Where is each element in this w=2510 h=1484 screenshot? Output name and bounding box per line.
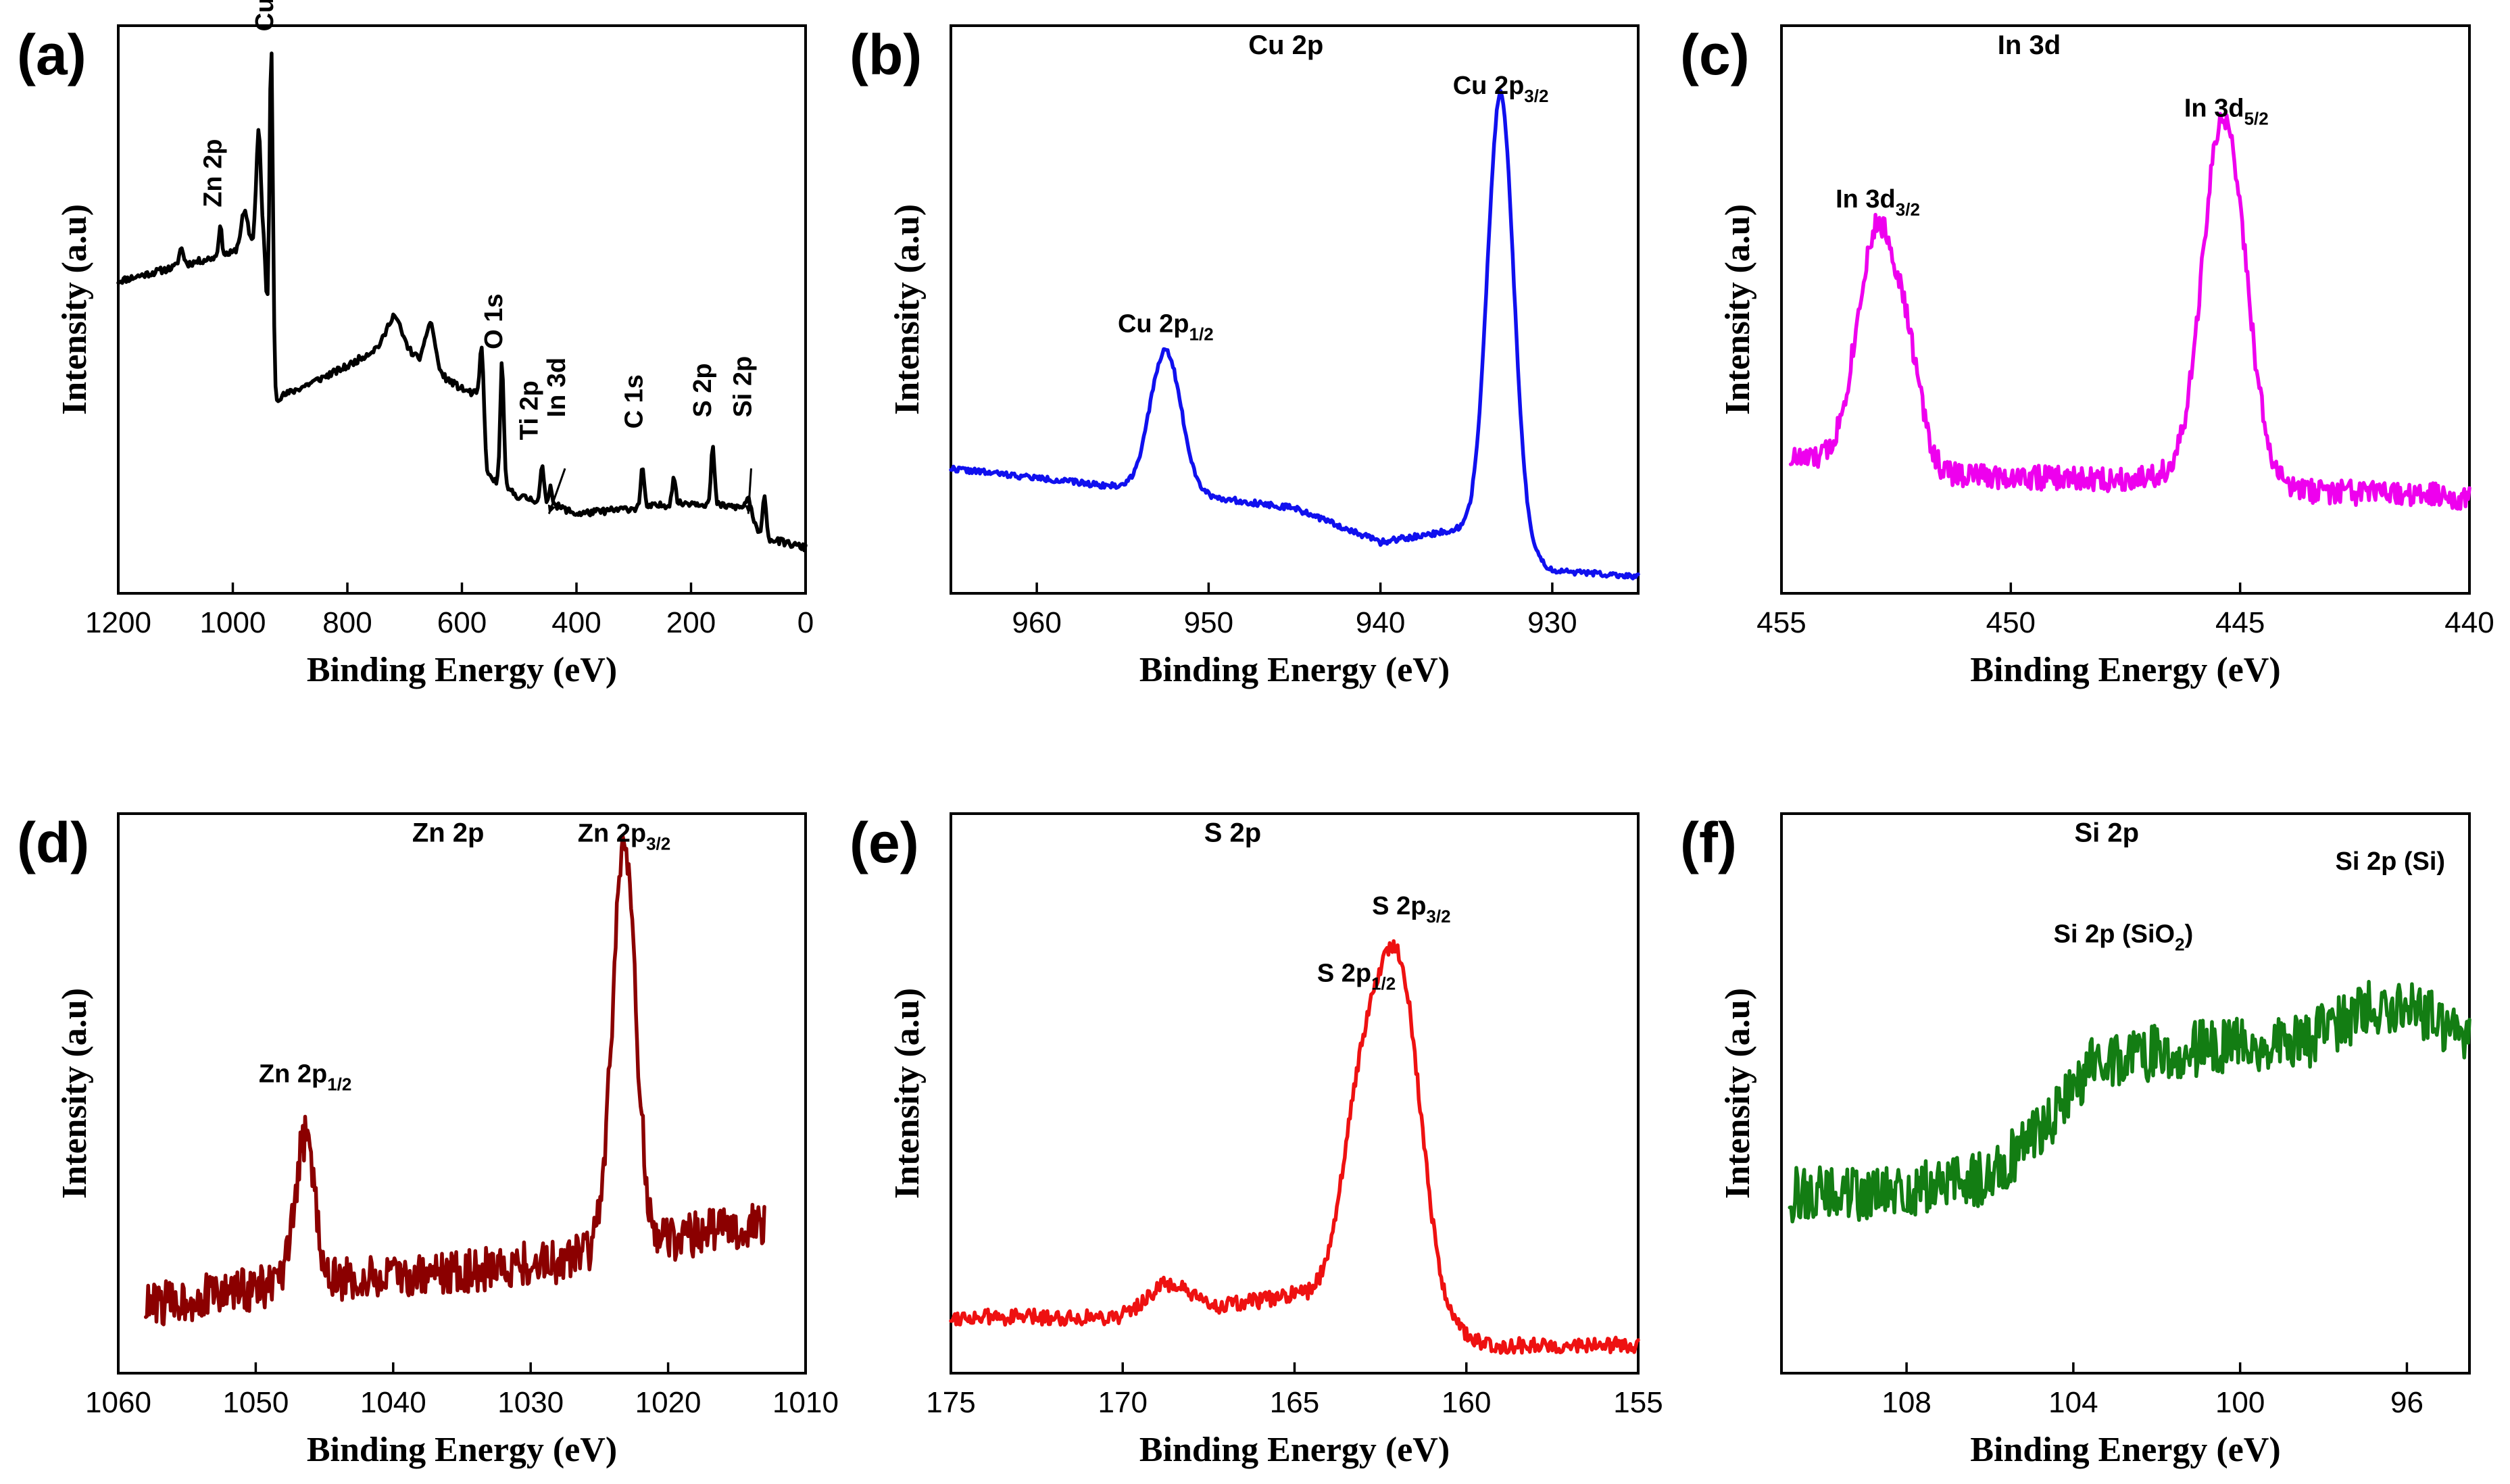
- x-tick-label: 165: [1270, 1386, 1319, 1419]
- y-axis-label: Intensity (a.u): [55, 204, 94, 415]
- plot-frame: [1780, 812, 2471, 1375]
- x-axis-label: Binding Energy (eV): [1139, 651, 1450, 689]
- x-tick-label: 450: [1986, 606, 2036, 639]
- panel-title: Si 2p: [2074, 818, 2139, 847]
- peak-label: In 3d3/2: [1836, 185, 1920, 220]
- x-axis-label: Binding Energy (eV): [1139, 1431, 1450, 1469]
- x-tick-label: 1020: [635, 1386, 702, 1419]
- spectrum-line: [143, 834, 766, 1327]
- spectrum-line: [1788, 112, 2471, 511]
- peak-label: Si 2p (Si): [2335, 847, 2445, 876]
- peak-label: Zn 2p3/2: [578, 819, 670, 854]
- x-tick-label: 160: [1442, 1386, 1491, 1419]
- plot-frame: [1780, 24, 2471, 595]
- peak-label: Zn 2p1/2: [259, 1060, 351, 1094]
- x-tick-label: 950: [1184, 606, 1233, 639]
- x-tick-label: 1200: [85, 606, 151, 639]
- x-tick-label: 930: [1527, 606, 1577, 639]
- y-axis-label: Intensity (a.u): [888, 204, 927, 415]
- x-tick-label: 800: [322, 606, 372, 639]
- plot-frame: [117, 24, 807, 595]
- peak-label: In 3d: [543, 357, 571, 418]
- panel-f: (f) 108 104 100 96 Binding Energy (eV) Intensi…: [1680, 811, 2471, 1469]
- x-tick-label: 108: [1881, 1386, 1931, 1419]
- x-tick-label: 175: [926, 1386, 975, 1419]
- panel-label: (a): [17, 23, 87, 86]
- x-tick-label: 100: [2215, 1386, 2265, 1419]
- plot-frame: [117, 812, 807, 1375]
- peak-label: Si 2p: [729, 356, 757, 418]
- x-tick-label: 1010: [772, 1386, 839, 1419]
- panel-b: (b) 960 950 940 930 Binding Energy (eV) Intens…: [850, 23, 1640, 689]
- arrow-head: [744, 505, 754, 514]
- x-axis-label: Binding Energy (eV): [1970, 1431, 2280, 1469]
- panel-c: (c) 455 450 445 440 Binding Energy (eV) Intens…: [1680, 23, 2494, 689]
- panel-label: (b): [850, 23, 922, 86]
- peak-label: Si 2p (SiO2): [2054, 920, 2194, 954]
- peak-label: S 2p: [689, 363, 717, 417]
- x-tick-label: 200: [666, 606, 716, 639]
- arrow-head: [547, 504, 556, 514]
- panel-title: In 3d: [1998, 30, 2061, 60]
- panel-label: (e): [850, 811, 919, 874]
- peak-label: In 3d5/2: [2184, 94, 2269, 128]
- peak-label: Cu 2p3/2: [1453, 72, 1549, 106]
- spectrum-line: [116, 51, 808, 553]
- x-tick-label: 1050: [222, 1386, 289, 1419]
- x-tick-label: 455: [1756, 606, 1806, 639]
- x-tick-label: 1000: [200, 606, 266, 639]
- x-tick-label: 0: [797, 606, 814, 639]
- panel-e: (e) 175 170 165 160 155 Binding Energy (eV) Int…: [850, 811, 1663, 1469]
- x-tick-label: 96: [2390, 1386, 2423, 1419]
- x-tick-label: 445: [2215, 606, 2265, 639]
- peak-label: S 2p3/2: [1372, 892, 1450, 926]
- x-tick-label: 1030: [497, 1386, 564, 1419]
- panel-label: (d): [17, 811, 89, 874]
- x-axis-label: Binding Energy (eV): [1970, 651, 2280, 689]
- panel-title: Cu 2p: [1248, 30, 1323, 60]
- panel-a: (a) 1200 1000 800 600 400 200 0 Binding Energy (…: [17, 0, 814, 689]
- panel-title: Zn 2p: [412, 818, 485, 847]
- panel-d: (d) 1060 1050 1040 1030 1020 1010 Binding Energ…: [17, 811, 839, 1469]
- plot-frame: [950, 24, 1640, 595]
- x-tick-label: 940: [1356, 606, 1405, 639]
- y-axis-label: Intensity (a.u): [1719, 204, 1757, 415]
- peak-label: O 1s: [480, 293, 508, 349]
- y-axis-label: Intensity (a.u): [888, 988, 927, 1199]
- x-axis-label: Binding Energy (eV): [307, 1431, 617, 1469]
- y-axis-label: Intensity (a.u): [1719, 988, 1757, 1199]
- x-tick-label: 400: [551, 606, 601, 639]
- peak-label: Cu 2p1/2: [1118, 310, 1214, 345]
- peak-label: Zn 2p: [199, 139, 228, 207]
- spectrum-line: [949, 939, 1640, 1355]
- peak-label: S 2p1/2: [1317, 959, 1396, 993]
- spectrum-line: [949, 89, 1640, 580]
- y-axis-label: Intensity (a.u): [55, 988, 94, 1199]
- spectrum-line: [1788, 980, 2471, 1224]
- panel-label: (c): [1680, 23, 1750, 86]
- x-tick-label: 170: [1098, 1386, 1148, 1419]
- x-tick-label: 600: [437, 606, 487, 639]
- panel-title: S 2p: [1204, 818, 1261, 847]
- x-tick-label: 104: [2048, 1386, 2098, 1419]
- peak-label: Ti 2p: [515, 380, 543, 440]
- x-tick-label: 1040: [360, 1386, 426, 1419]
- panel-label: (f): [1680, 811, 1737, 874]
- x-tick-label: 440: [2444, 606, 2494, 639]
- x-tick-label: 155: [1613, 1386, 1663, 1419]
- x-tick-label: 960: [1012, 606, 1061, 639]
- x-axis-label: Binding Energy (eV): [307, 651, 617, 689]
- peak-label: Cu 2p: [251, 0, 279, 31]
- x-tick-label: 1060: [85, 1386, 151, 1419]
- peak-label: C 1s: [620, 374, 648, 428]
